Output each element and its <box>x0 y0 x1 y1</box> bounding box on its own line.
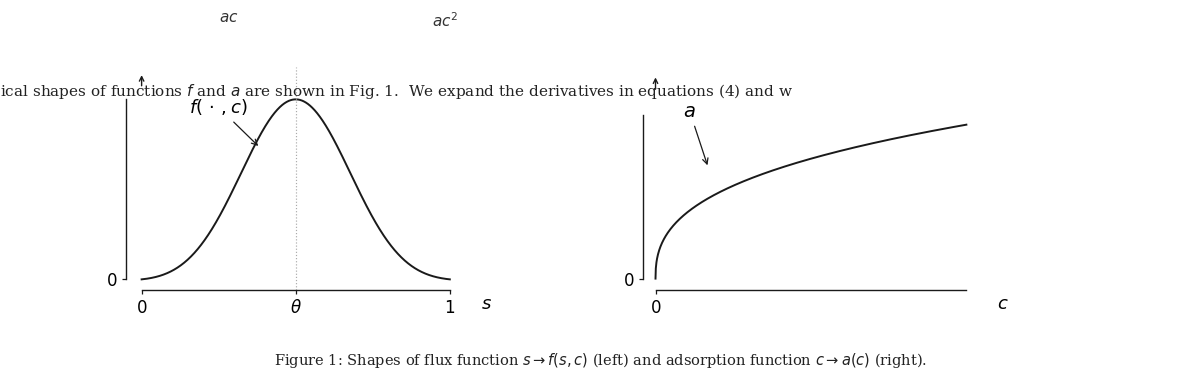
Text: $c$: $c$ <box>998 295 1010 313</box>
Text: $ac^2$: $ac^2$ <box>432 11 458 30</box>
Text: $a$: $a$ <box>684 102 708 164</box>
Text: $f(\,\cdot\,, c)$: $f(\,\cdot\,, c)$ <box>190 97 257 145</box>
Text: ical shapes of functions $f$ and $a$ are shown in Fig. 1.  We expand the derivat: ical shapes of functions $f$ and $a$ are… <box>0 82 793 101</box>
Text: $s$: $s$ <box>481 295 492 312</box>
Text: Figure 1: Shapes of flux function $s \to f(s, c)$ (left) and adsorption function: Figure 1: Shapes of flux function $s \to… <box>274 351 928 370</box>
Text: $ac$: $ac$ <box>219 11 238 25</box>
